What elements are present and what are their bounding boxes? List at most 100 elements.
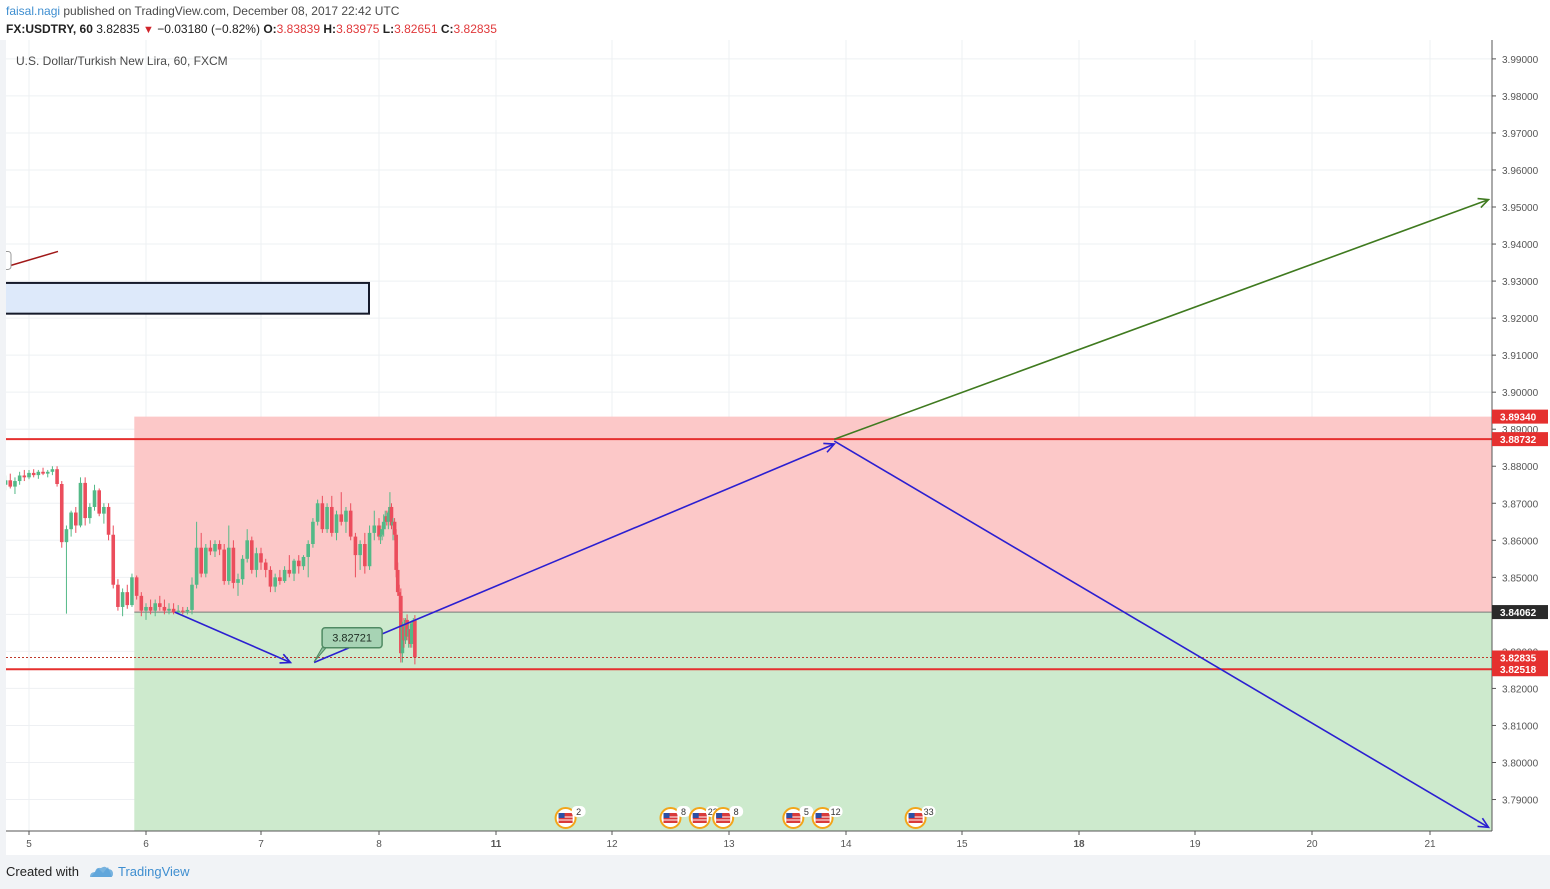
candle-body xyxy=(358,544,362,556)
candle-body xyxy=(227,547,231,582)
candle xyxy=(287,555,292,578)
green-arrow-head xyxy=(1477,197,1491,209)
candle-body xyxy=(392,521,397,535)
price-label: 3.82835 xyxy=(1492,650,1548,665)
price-label-bg xyxy=(1492,650,1548,665)
event-count: 12 xyxy=(831,807,841,817)
candle xyxy=(315,499,320,526)
price-tick-label: 3.88000 xyxy=(1502,462,1539,473)
event-marker: 33 xyxy=(904,806,936,829)
candle xyxy=(240,555,245,585)
candle-body xyxy=(263,562,268,570)
green-arrow-line xyxy=(834,198,1489,440)
candle-body xyxy=(13,481,17,487)
stop-loss-zone xyxy=(134,416,1492,613)
drawing-handle xyxy=(6,250,12,270)
candle-body xyxy=(36,471,41,476)
candle-body xyxy=(69,512,73,530)
event-marker: 2 xyxy=(554,806,586,829)
price-label: 3.84062 xyxy=(1492,605,1548,620)
candle xyxy=(83,477,87,526)
price-label-text: 3.82518 xyxy=(1500,665,1537,676)
candle xyxy=(130,573,134,607)
candle xyxy=(17,471,22,485)
candle xyxy=(125,584,130,609)
us-flag-icon xyxy=(786,813,801,823)
event-count: 5 xyxy=(804,807,809,817)
candle-body xyxy=(259,553,263,563)
candle xyxy=(250,536,254,574)
candle xyxy=(282,566,287,583)
footer: Created with TradingView xyxy=(0,856,1550,889)
candle-body xyxy=(111,534,116,585)
candle-body xyxy=(74,512,78,526)
candle-body xyxy=(55,469,59,485)
us-flag-canton xyxy=(786,813,793,818)
candle-body xyxy=(222,549,226,582)
price-chart[interactable]: 3.82721 2 8 22 8 5 12 33 U.S. Dollar/Turkish New… xyxy=(6,40,1550,855)
us-flag-icon xyxy=(558,813,573,823)
event-count-bg xyxy=(921,806,936,817)
candle-body xyxy=(139,595,144,611)
candle-body xyxy=(162,606,167,611)
us-flag-icon xyxy=(815,813,830,823)
candle xyxy=(194,521,199,589)
candle-body xyxy=(380,529,384,535)
candle xyxy=(64,525,69,614)
candle-body xyxy=(236,579,240,583)
candle xyxy=(394,529,398,578)
event-marker: 5 xyxy=(782,806,814,829)
candle-body xyxy=(171,608,176,613)
event-count: 2 xyxy=(576,807,581,817)
candle xyxy=(245,529,249,563)
blue-arrow-line xyxy=(833,440,1489,828)
price-label-text: 3.82835 xyxy=(1500,654,1537,665)
price-change: −0.03180 (−0.82%) xyxy=(157,22,260,36)
candle-body xyxy=(399,595,403,654)
price-tick-label: 3.87000 xyxy=(1502,499,1539,510)
candle xyxy=(153,599,157,617)
price-label-bg xyxy=(1492,432,1548,447)
blue-arrow-head xyxy=(823,442,836,453)
candle-body xyxy=(389,506,394,526)
candle-body xyxy=(78,482,83,526)
candle xyxy=(144,603,148,620)
candle xyxy=(358,540,362,570)
event-count: 22 xyxy=(708,807,718,817)
author-link[interactable]: faisal.nagi xyxy=(6,4,61,18)
tradingview-cloud-icon[interactable] xyxy=(88,863,114,879)
price-tick-label: 3.91000 xyxy=(1502,351,1539,362)
chart-area[interactable]: 3.82721 2 8 22 8 5 12 33 U.S. Dollar/Turkish New… xyxy=(6,40,1550,855)
price-tick-label: 3.93000 xyxy=(1502,277,1539,288)
candle xyxy=(259,547,263,570)
time-tick-label: 7 xyxy=(258,839,264,850)
price-label-bg xyxy=(1492,409,1548,424)
candle xyxy=(97,488,101,517)
price-label-text: 3.84062 xyxy=(1500,608,1537,619)
candle xyxy=(13,477,17,495)
candle-body xyxy=(6,480,8,485)
candle-body xyxy=(334,514,339,533)
candle xyxy=(236,573,240,596)
blue-arrow-line xyxy=(174,611,291,664)
candle xyxy=(199,532,203,578)
candle-body xyxy=(353,536,358,556)
candle-body xyxy=(208,547,213,552)
candle xyxy=(6,475,8,491)
time-tick-label: 19 xyxy=(1189,839,1201,850)
candle xyxy=(204,544,208,578)
candle xyxy=(69,510,73,537)
candle xyxy=(106,503,111,541)
publish-info: faisal.nagi published on TradingView.com… xyxy=(6,4,399,18)
candle-body xyxy=(245,540,249,559)
candle xyxy=(213,540,217,557)
blue-arrow-line xyxy=(313,443,835,664)
symbol-label: FX:USDTRY, 60 xyxy=(6,22,93,36)
candle-body xyxy=(367,532,372,567)
event-count: 8 xyxy=(734,807,739,817)
tradingview-link[interactable]: TradingView xyxy=(118,864,190,879)
candle-body xyxy=(41,471,45,474)
callout-text: 3.82721 xyxy=(332,633,372,645)
candle xyxy=(372,510,377,541)
candle xyxy=(268,566,273,593)
